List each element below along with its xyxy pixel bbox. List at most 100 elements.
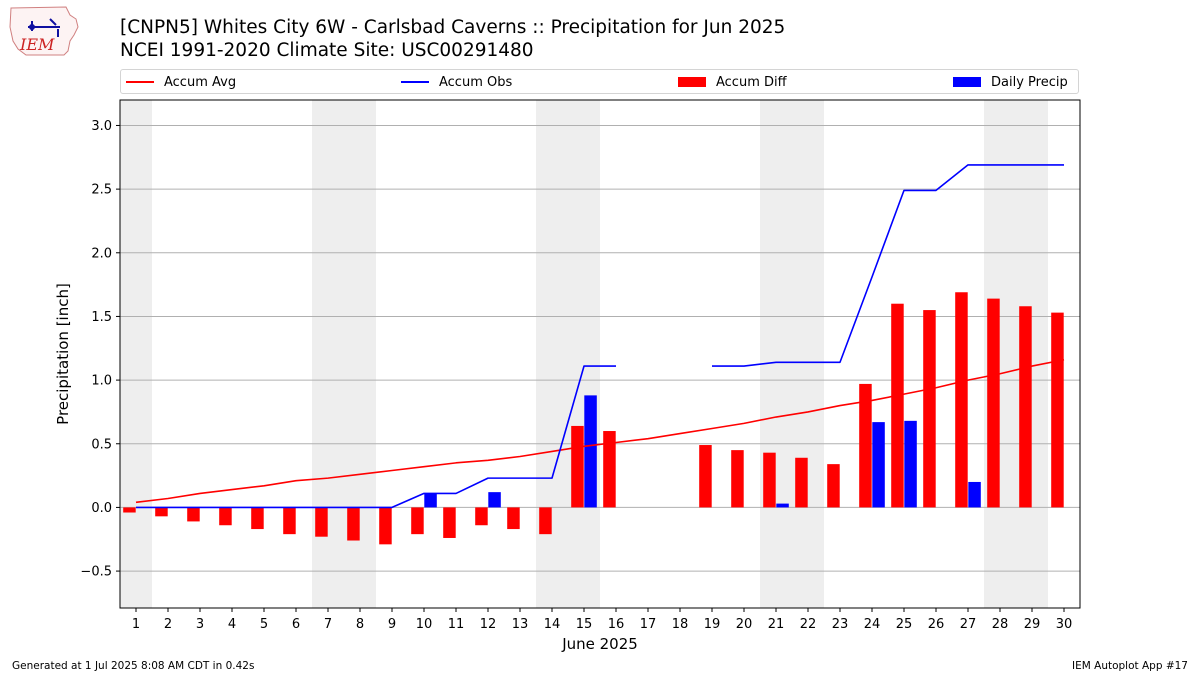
x-tick-label: 10 [416, 617, 433, 632]
legend-item-daily-precip: Daily Precip [953, 73, 1068, 91]
accum-diff-bar [731, 450, 744, 508]
daily-precip-bar [584, 395, 597, 508]
x-tick-label: 29 [1024, 617, 1041, 632]
y-tick-label: 1.0 [91, 374, 112, 389]
accum-diff-bar [443, 507, 456, 538]
x-tick-label: 3 [196, 617, 204, 632]
x-axis-label: June 2025 [561, 635, 638, 653]
legend-swatch-accum-diff [678, 77, 706, 87]
legend-swatch-accum-obs [401, 81, 429, 83]
chart-title: [CNPN5] Whites City 6W - Carlsbad Cavern… [120, 17, 786, 38]
accum-obs-line [712, 164, 1064, 367]
y-tick-label: 0.5 [91, 437, 112, 452]
accum-diff-bar [283, 507, 296, 535]
x-tick-label: 30 [1056, 617, 1073, 632]
chart-subtitle: NCEI 1991-2020 Climate Site: USC00291480 [120, 40, 534, 61]
x-tick-label: 24 [864, 617, 881, 632]
accum-diff-bar [1019, 306, 1032, 508]
legend-item-accum-avg: Accum Avg [126, 73, 236, 91]
x-tick-label: 20 [736, 617, 753, 632]
app-credit: IEM Autoplot App #17 [1072, 660, 1188, 672]
accum-diff-bar [315, 507, 328, 537]
legend-item-accum-diff: Accum Diff [678, 73, 787, 91]
accum-obs-line [136, 365, 616, 509]
logo-text: IEM [19, 35, 55, 54]
y-tick-label: −0.5 [80, 565, 112, 580]
x-tick-label: 28 [992, 617, 1009, 632]
accum-diff-bar [507, 507, 520, 530]
daily-precip-bar [424, 493, 437, 508]
legend-item-accum-obs: Accum Obs [401, 73, 512, 91]
accum-diff-bar [699, 445, 712, 508]
accum-diff-bar [251, 507, 264, 530]
accum-diff-bar [123, 507, 136, 513]
x-tick-label: 15 [576, 617, 593, 632]
accum-diff-bar [219, 507, 232, 526]
daily-precip-bar [968, 481, 981, 508]
legend: Accum Avg Accum Obs Accum Diff Daily Pre… [120, 69, 1079, 94]
x-tick-label: 25 [896, 617, 913, 632]
iowa-state-outline [9, 6, 79, 56]
plot-frame [119, 99, 1081, 609]
accum-diff-bar [891, 303, 904, 508]
x-tick-label: 21 [768, 617, 785, 632]
weekend-shade [760, 100, 824, 608]
weekend-shade [120, 100, 152, 608]
x-tick-label: 27 [960, 617, 977, 632]
accum-diff-bar [859, 383, 872, 508]
legend-swatch-daily-precip [953, 77, 981, 87]
x-tick-label: 5 [260, 617, 268, 632]
generated-timestamp: Generated at 1 Jul 2025 8:08 AM CDT in 0… [12, 660, 255, 672]
accum-diff-bar [539, 507, 552, 535]
daily-precip-bar [904, 420, 917, 508]
accum-diff-bar [763, 452, 776, 508]
x-tick-label: 13 [512, 617, 529, 632]
x-tick-label: 12 [480, 617, 497, 632]
accum-diff-bar [955, 292, 968, 508]
x-tick-label: 18 [672, 617, 689, 632]
accum-diff-bar [1051, 312, 1064, 508]
x-tick-label: 9 [388, 617, 396, 632]
x-tick-label: 22 [800, 617, 817, 632]
accum-diff-bar [987, 298, 1000, 508]
accum-diff-bar [187, 507, 200, 522]
legend-label-accum-obs: Accum Obs [439, 74, 513, 90]
daily-precip-bar [488, 492, 501, 508]
daily-precip-bar [872, 422, 885, 508]
x-tick-label: 19 [704, 617, 721, 632]
accum-diff-bar [795, 457, 808, 508]
x-tick-label: 16 [608, 617, 625, 632]
x-tick-label: 6 [292, 617, 300, 632]
y-axis-label: Precipitation [inch] [54, 283, 72, 425]
y-tick-label: 2.5 [91, 183, 112, 198]
x-tick-label: 2 [164, 617, 172, 632]
y-tick-label: 2.0 [91, 246, 112, 261]
accum-diff-bar [155, 507, 168, 517]
x-tick-label: 11 [448, 617, 465, 632]
y-tick-label: 0.0 [91, 501, 112, 516]
x-tick-label: 4 [228, 617, 236, 632]
x-tick-label: 14 [544, 617, 561, 632]
accum-diff-bar [603, 431, 616, 508]
accum-diff-bar [923, 310, 936, 508]
legend-swatch-accum-avg [126, 81, 154, 83]
y-tick-label: 3.0 [91, 119, 112, 134]
accum-avg-line [135, 358, 1065, 504]
accum-diff-bar [827, 464, 840, 508]
legend-label-accum-diff: Accum Diff [716, 74, 787, 90]
accum-diff-bar [571, 425, 584, 508]
accum-diff-bar [411, 507, 424, 535]
x-tick-label: 8 [356, 617, 364, 632]
x-tick-label: 26 [928, 617, 945, 632]
y-tick-label: 1.5 [91, 310, 112, 325]
legend-label-accum-avg: Accum Avg [164, 74, 237, 90]
accum-diff-bar [379, 507, 392, 545]
accum-diff-bar [475, 507, 488, 526]
daily-precip-bar [776, 503, 789, 508]
iem-logo: IEM [9, 6, 79, 56]
x-tick-label: 1 [132, 617, 140, 632]
accum-diff-bar [347, 507, 360, 541]
x-tick-label: 7 [324, 617, 332, 632]
legend-label-daily-precip: Daily Precip [991, 74, 1068, 90]
